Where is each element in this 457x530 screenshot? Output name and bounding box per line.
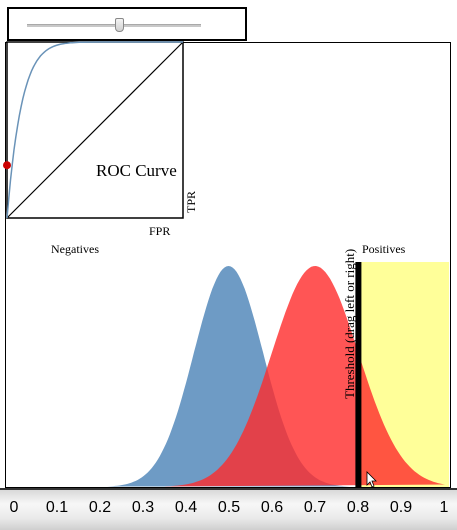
axis-tick-label: 0 (9, 499, 19, 516)
positives-label: Positives (362, 242, 406, 256)
tpr-label: TPR (184, 190, 198, 213)
roc-title: ROC Curve (96, 161, 177, 180)
threshold-slider[interactable] (7, 7, 247, 41)
threshold-line[interactable] (355, 262, 362, 487)
fpr-label: FPR (149, 224, 171, 238)
axis-tick-label: 0.2 (88, 499, 112, 516)
roc-curve (6, 41, 183, 219)
axis-tick-label: 0.5 (217, 499, 241, 516)
axis-tick-label: 0.6 (260, 499, 284, 516)
cursor-icon (366, 471, 377, 488)
axis-tick-label: 0.9 (389, 499, 413, 516)
slider-track[interactable] (27, 24, 201, 27)
axis-tick-label: 0.1 (45, 499, 69, 516)
axis-tick-label: 0.3 (131, 499, 155, 516)
axis-tick-label: 0.4 (174, 499, 198, 516)
axis-tick-label: 1 (439, 499, 449, 516)
roc-diagonal (6, 41, 184, 219)
negatives-distribution (107, 266, 350, 487)
roc-operating-point (3, 161, 11, 170)
axis-tick-label: 0.8 (346, 499, 370, 516)
threshold-label: Threshold (drag left or right) (342, 248, 357, 399)
positives-distribution (163, 266, 445, 487)
slider-thumb[interactable] (115, 18, 124, 32)
visualization-canvas (3, 41, 449, 488)
negatives-label: Negatives (51, 242, 99, 256)
threshold-axis: 0 0.1 0.2 0.3 0.4 0.5 0.6 0.7 0.8 0.9 1 (0, 488, 457, 530)
axis-tick-label: 0.7 (303, 499, 327, 516)
